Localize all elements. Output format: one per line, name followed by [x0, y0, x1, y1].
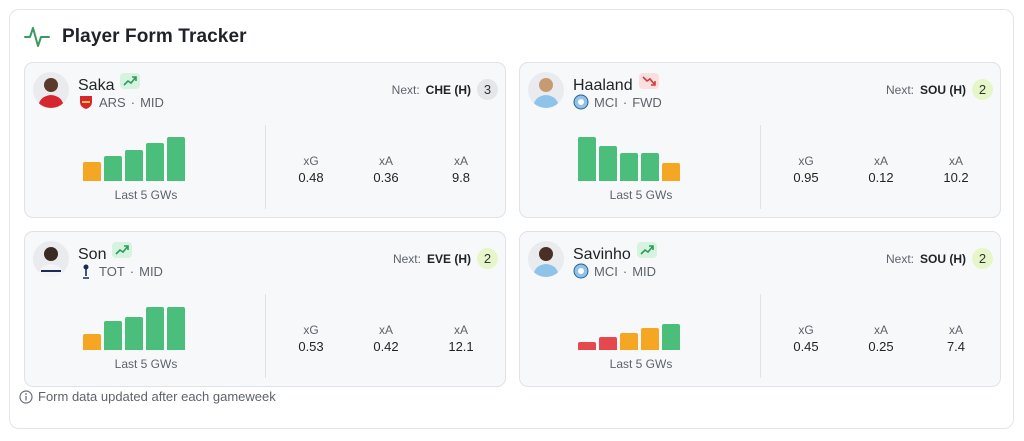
player-card-haaland[interactable]: Haaland MCI · FWD Next: SOU (H) 2 Last 5 G…	[519, 62, 1001, 218]
team-abbr: TOT	[99, 263, 125, 279]
team-abbr: ARS	[99, 94, 126, 110]
stat-xa: xA 0.12	[868, 154, 894, 185]
man-city-crest-icon	[573, 94, 589, 110]
form-bar	[146, 307, 164, 350]
avatar	[33, 72, 69, 108]
fixture-label: SOU (H)	[920, 82, 966, 97]
team-info: MCI · MID	[573, 263, 656, 279]
page-title: Player Form Tracker	[62, 26, 247, 47]
trend-up-icon	[636, 242, 657, 258]
form-bars-caption: Last 5 GWs	[114, 357, 178, 371]
player-position: FWD	[632, 94, 662, 110]
footer-note: Form data updated after each gameweek	[19, 389, 276, 404]
divider	[265, 294, 266, 378]
stat-xa: xA 0.36	[373, 154, 399, 185]
player-card-saka[interactable]: Saka ARS · MID Next: CHE (H) 3 Last 5 GWs …	[24, 62, 506, 218]
form-bar	[620, 333, 638, 350]
player-name: Savinho	[573, 242, 657, 264]
difficulty-badge: 2	[972, 79, 993, 100]
form-bar	[578, 342, 596, 350]
team-abbr: MCI	[594, 263, 618, 279]
player-card-savinho[interactable]: Savinho MCI · MID Next: SOU (H) 2 Last 5 G…	[519, 231, 1001, 387]
stat-xg: xG 0.45	[793, 323, 819, 354]
stat-xa-total: xA 7.4	[946, 323, 966, 354]
difficulty-badge: 2	[477, 248, 498, 269]
avatar	[33, 241, 69, 277]
stat-xg: xG 0.95	[793, 154, 819, 185]
trend-up-icon	[120, 73, 141, 89]
player-name: Haaland	[573, 73, 659, 95]
form-bar	[146, 143, 164, 181]
arsenal-crest-icon	[80, 96, 92, 109]
trend-up-icon	[112, 242, 133, 258]
activity-icon	[24, 27, 50, 47]
form-bar	[620, 153, 638, 181]
form-bars-caption: Last 5 GWs	[609, 357, 673, 371]
stat-xa-total: xA 12.1	[448, 323, 474, 354]
form-bar	[83, 162, 101, 181]
form-bar	[641, 153, 659, 181]
player-position: MID	[140, 94, 164, 110]
form-bars	[83, 137, 185, 181]
form-bar	[599, 337, 617, 350]
player-name: Son	[78, 242, 133, 264]
form-bars	[83, 306, 185, 350]
fixture-label: SOU (H)	[920, 251, 966, 266]
difficulty-badge: 3	[477, 79, 498, 100]
stat-xa: xA 0.25	[868, 323, 894, 354]
stat-xg: xG 0.48	[298, 154, 324, 185]
form-tracker-panel: Player Form Tracker Saka ARS · MID Next: C…	[9, 9, 1014, 429]
player-position: MID	[632, 263, 657, 279]
next-fixture: Next: SOU (H) 2	[886, 79, 993, 100]
difficulty-badge: 2	[972, 248, 993, 269]
form-bars	[578, 137, 680, 181]
divider	[265, 125, 266, 209]
stat-xa-total: xA 9.8	[451, 154, 471, 185]
team-abbr: MCI	[594, 94, 618, 110]
form-bar	[167, 137, 185, 181]
form-bars-caption: Last 5 GWs	[114, 188, 178, 202]
footer-text: Form data updated after each gameweek	[38, 389, 276, 404]
next-fixture: Next: CHE (H) 3	[392, 79, 498, 100]
tottenham-crest-icon	[83, 264, 89, 279]
form-bar	[104, 321, 122, 350]
form-bar	[599, 146, 617, 181]
divider	[760, 294, 761, 378]
form-bar	[662, 163, 680, 181]
form-bar	[662, 324, 680, 350]
form-bar	[641, 328, 659, 350]
trend-down-icon	[638, 73, 659, 89]
stat-xa: xA 0.42	[373, 323, 399, 354]
divider	[760, 125, 761, 209]
fixture-label: CHE (H)	[425, 82, 471, 97]
avatar	[528, 241, 564, 277]
info-icon	[19, 389, 33, 404]
form-bars	[578, 306, 680, 350]
form-bar	[167, 307, 185, 350]
form-bar	[578, 137, 596, 181]
panel-header: Player Form Tracker	[24, 23, 247, 51]
avatar	[528, 72, 564, 108]
player-position: MID	[139, 263, 163, 279]
next-fixture: Next: EVE (H) 2	[393, 248, 498, 269]
fixture-label: EVE (H)	[426, 251, 471, 266]
player-card-son[interactable]: Son TOT · MID Next: EVE (H) 2 Last 5 GWs x…	[24, 231, 506, 387]
player-name: Saka	[78, 73, 141, 95]
form-bar	[104, 156, 122, 181]
form-bar	[125, 150, 143, 181]
form-bar	[125, 317, 143, 350]
next-fixture: Next: SOU (H) 2	[886, 248, 993, 269]
team-info: TOT · MID	[78, 263, 163, 279]
form-bar	[83, 334, 101, 350]
team-info: MCI · FWD	[573, 94, 662, 110]
stat-xg: xG 0.53	[298, 323, 324, 354]
man-city-crest-icon	[573, 263, 589, 279]
team-info: ARS · MID	[78, 94, 164, 110]
stat-xa-total: xA 10.2	[943, 154, 969, 185]
form-bars-caption: Last 5 GWs	[609, 188, 673, 202]
